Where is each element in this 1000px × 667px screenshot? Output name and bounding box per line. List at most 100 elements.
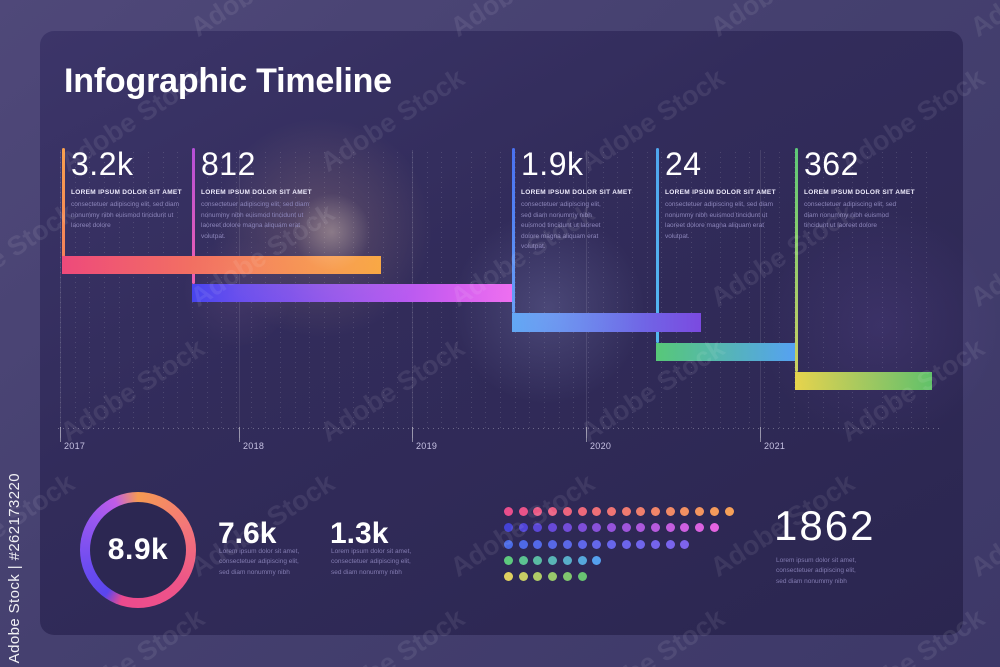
- grid-column-dotted: [529, 152, 531, 428]
- grid-column-dotted: [74, 152, 76, 428]
- grid-column-dotted: [822, 152, 824, 428]
- grid-column-dotted: [162, 152, 164, 428]
- matrix-dot: [606, 539, 616, 549]
- gantt-bar-5: [795, 372, 932, 390]
- grid-column-dotted: [778, 152, 780, 428]
- matrix-dot: [548, 523, 558, 533]
- grid-column-dotted: [602, 152, 604, 428]
- grid-column-dotted: [544, 152, 546, 428]
- stock-credit: Adobe Stock | #262173220: [6, 472, 23, 663]
- grid-column-dotted: [866, 152, 868, 428]
- milestone-5: 362 LOREM IPSUM DOLOR SIT AMET consectetue…: [804, 148, 915, 232]
- year-tick: [60, 427, 61, 442]
- donut-chart: 8.9k: [80, 492, 196, 608]
- matrix-dot: [533, 555, 543, 565]
- matrix-dot: [577, 572, 587, 582]
- grid-column-dotted: [764, 152, 766, 428]
- matrix-dot: [562, 555, 572, 565]
- grid-column-dotted: [925, 152, 927, 428]
- grid-column-dotted: [133, 152, 135, 428]
- grid-column-dotted: [514, 152, 516, 428]
- stat-value-1: 7.6k: [218, 517, 277, 550]
- grid-column-dotted: [558, 152, 560, 428]
- matrix-dot: [562, 539, 572, 549]
- matrix-dot: [562, 523, 572, 533]
- milestone-value: 24: [665, 146, 702, 182]
- milestone-value: 1.9k: [521, 146, 584, 182]
- stat-value-2: 1.3k: [330, 517, 389, 550]
- matrix-dot: [680, 539, 690, 549]
- matrix-dot: [621, 507, 631, 516]
- grid-column-dotted: [588, 152, 590, 428]
- grid-column-dotted: [661, 152, 663, 428]
- matrix-dot: [621, 523, 631, 533]
- milestone-label: LOREM IPSUM DOLOR SIT AMET: [804, 189, 915, 196]
- milestone-body: consectetuer adipiscing elit, sed diam n…: [665, 201, 774, 240]
- matrix-dot: [665, 539, 675, 549]
- milestone-line-1: [62, 148, 65, 257]
- matrix-dot: [621, 539, 631, 549]
- gantt-bar-4: [656, 343, 795, 361]
- big-number-body: Lorem ipsum dolor sit amet, consectetuer…: [776, 557, 857, 585]
- grid-column-dotted: [749, 152, 751, 428]
- matrix-dot: [518, 507, 528, 516]
- milestone-line-4: [656, 148, 659, 343]
- milestone-body: consectetuer adipiscing elit, sed diam n…: [804, 201, 897, 230]
- milestone-label: LOREM IPSUM DOLOR SIT AMET: [71, 189, 182, 196]
- matrix-dot: [709, 523, 719, 533]
- milestone-body: consectetuer adipiscing elit, sed diam n…: [201, 201, 310, 240]
- matrix-dot: [665, 523, 675, 533]
- matrix-dot: [724, 507, 734, 516]
- milestone-label: LOREM IPSUM DOLOR SIT AMET: [201, 189, 312, 196]
- matrix-dot: [651, 507, 660, 516]
- matrix-dot: [636, 539, 646, 549]
- year-gridline: [760, 150, 761, 438]
- matrix-dot: [606, 523, 616, 533]
- milestone-body: consectetuer adipiscing elit, sed diam n…: [521, 201, 601, 251]
- grid-column-dotted: [573, 152, 575, 428]
- gantt-bar-1: [62, 256, 381, 274]
- milestone-body: consectetuer adipiscing elit, sed diam n…: [71, 201, 180, 230]
- grid-column-dotted: [646, 152, 648, 428]
- year-label: 2018: [243, 441, 265, 451]
- matrix-dot: [533, 539, 543, 549]
- year-tick: [239, 427, 240, 442]
- matrix-dot: [577, 555, 587, 565]
- milestone-3: 1.9k LOREM IPSUM DOLOR SIT AMET consectetu…: [521, 148, 632, 253]
- grid-column-dotted: [808, 152, 810, 428]
- grid-column-dotted: [896, 152, 898, 428]
- matrix-dot: [606, 507, 616, 516]
- year-label: 2020: [590, 441, 612, 451]
- year-tick: [760, 427, 761, 442]
- matrix-dot: [562, 507, 572, 516]
- matrix-dot: [548, 539, 558, 549]
- milestone-line-3: [512, 148, 515, 313]
- matrix-dot: [504, 555, 513, 565]
- matrix-dot: [533, 507, 543, 516]
- matrix-dot: [651, 523, 660, 533]
- matrix-dot: [518, 555, 528, 565]
- grid-column-dotted: [734, 152, 736, 428]
- milestone-value: 812: [201, 146, 256, 182]
- stat-body-1: Lorem ipsum dolor sit amet, consectetuer…: [219, 548, 300, 576]
- grid-column-dotted: [793, 152, 795, 428]
- milestone-label: LOREM IPSUM DOLOR SIT AMET: [665, 189, 776, 196]
- grid-column-dotted: [177, 152, 179, 428]
- matrix-dot: [680, 507, 690, 516]
- grid-column-dotted: [705, 152, 707, 428]
- year-tick: [586, 427, 587, 442]
- grid-column-dotted: [852, 152, 854, 428]
- matrix-dot: [518, 572, 528, 582]
- timeline-axis-line: [58, 428, 940, 429]
- matrix-dot: [518, 523, 528, 533]
- milestone-4: 24 LOREM IPSUM DOLOR SIT AMET consectetuer…: [665, 148, 779, 242]
- matrix-dot: [533, 572, 543, 582]
- matrix-dot: [518, 539, 528, 549]
- milestone-line-2: [192, 148, 195, 284]
- grid-column-dotted: [118, 152, 120, 428]
- matrix-dot: [592, 539, 602, 549]
- year-label: 2021: [764, 441, 786, 451]
- matrix-dot: [680, 523, 690, 533]
